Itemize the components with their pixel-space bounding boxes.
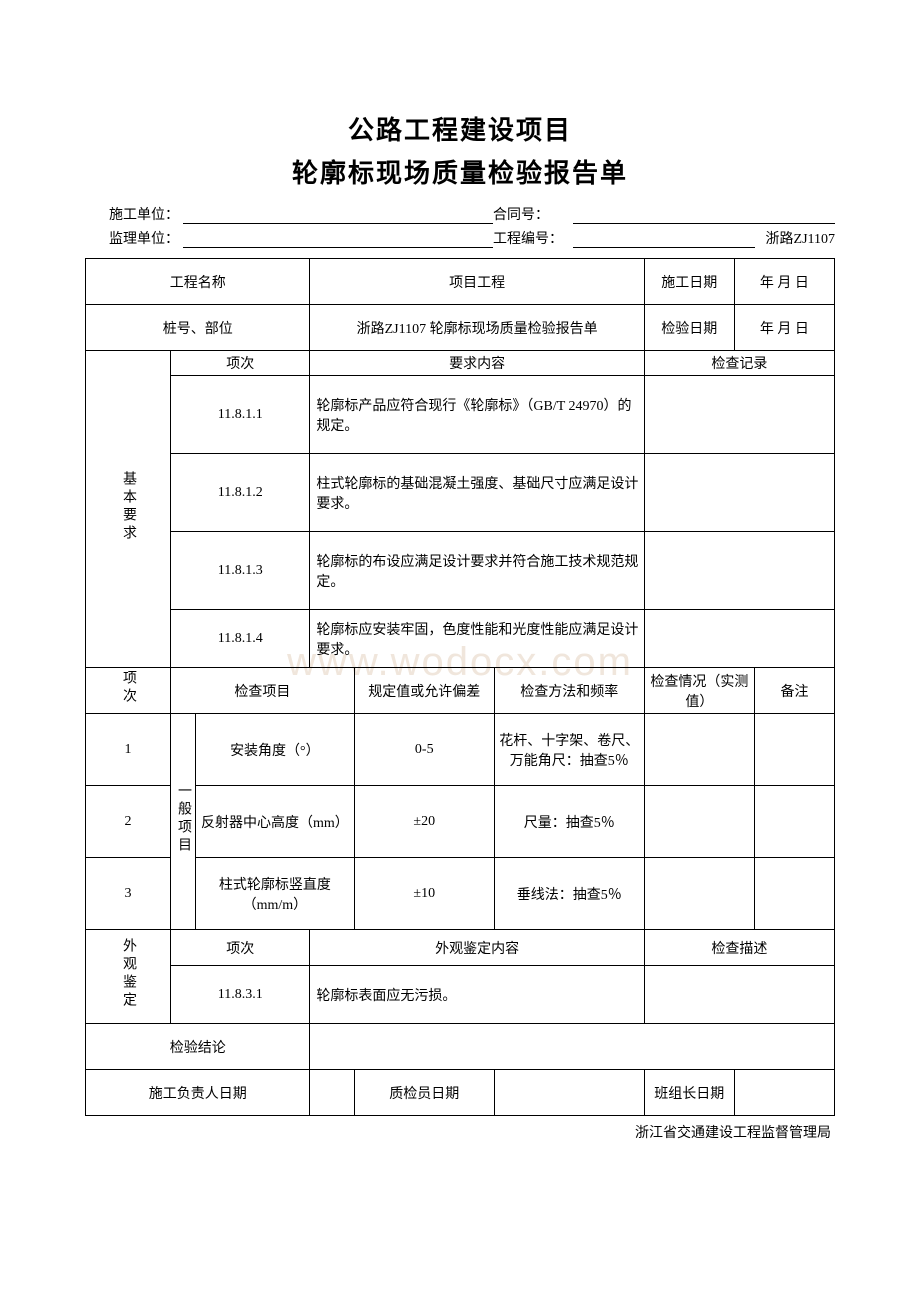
sig1-value [310,1070,354,1116]
ci-remark-0 [755,714,835,786]
br-num-1: 11.8.1.2 [171,454,310,532]
check-h-method: 检查方法和频率 [494,668,644,714]
check-h-remark: 备注 [755,668,835,714]
br-record-1 [644,454,834,532]
ci-num-2: 3 [86,858,171,930]
basic-req-side: 基本要求 [86,351,171,668]
br-record-0 [644,376,834,454]
inspection-date-value: 年 月 日 [734,305,834,351]
ci-result-1 [644,786,754,858]
app-num-0: 11.8.3.1 [171,966,310,1024]
construction-unit-field [183,204,493,224]
main-table: 工程名称 项目工程 施工日期 年 月 日 桩号、部位 浙路ZJ1107 轮廓标现… [85,258,835,1116]
construction-unit-label: 施工单位： [85,204,183,224]
ci-method-0: 花杆、十字架、卷尺、万能角尺：抽查5％ [494,714,644,786]
basic-req-col1: 项次 [171,351,310,376]
project-name-value: 项目工程 [310,259,644,305]
supervision-unit-field [183,228,493,248]
ci-method-1: 尺量：抽查5％ [494,786,644,858]
br-content-2: 轮廓标的布设应满足设计要求并符合施工技术规范规定。 [310,532,644,610]
check-h-item: 检查项目 [171,668,355,714]
basic-req-col3: 检查记录 [644,351,834,376]
appearance-side: 外观鉴定 [86,930,171,1024]
app-col1: 项次 [171,930,310,966]
ci-remark-1 [755,786,835,858]
contract-no-label: 合同号： [493,204,573,224]
supervision-unit-label: 监理单位： [85,228,183,248]
ci-spec-1: ±20 [354,786,494,858]
app-col2: 外观鉴定内容 [310,930,644,966]
project-no-field [573,228,755,248]
header-row-1: 施工单位： 合同号： [85,204,835,224]
sig3-value [734,1070,834,1116]
br-record-2 [644,532,834,610]
check-h-spec: 规定值或允许偏差 [354,668,494,714]
general-item-side: 一般项目 [171,714,196,930]
stake-label: 桩号、部位 [86,305,310,351]
inspection-date-label: 检验日期 [644,305,734,351]
footer-org: 浙江省交通建设工程监督管理局 [85,1122,835,1142]
check-side-label: 项次 [86,668,171,714]
basic-req-col2: 要求内容 [310,351,644,376]
br-num-0: 11.8.1.1 [171,376,310,454]
project-no-label: 工程编号： [493,228,573,248]
br-content-0: 轮廓标产品应符合现行《轮廓标》（GB/T 24970）的规定。 [310,376,644,454]
ci-item-0: 安装角度（°） [196,714,355,786]
ci-item-2: 柱式轮廓标竖直度（mm/m） [196,858,355,930]
form-code: 浙路ZJ1107 [755,228,835,248]
app-content-0: 轮廓标表面应无污损。 [310,966,644,1024]
contract-no-field [573,204,835,224]
ci-spec-0: 0-5 [354,714,494,786]
title-line1: 公路工程建设项目 [85,110,835,147]
ci-remark-2 [755,858,835,930]
title-line2: 轮廓标现场质量检验报告单 [85,153,835,190]
app-col3: 检查描述 [644,930,834,966]
ci-result-0 [644,714,754,786]
br-num-3: 11.8.1.4 [171,610,310,668]
ci-num-0: 1 [86,714,171,786]
sig2-value [494,1070,644,1116]
sig1-label: 施工负责人日期 [86,1070,310,1116]
header-row-2: 监理单位： 工程编号： 浙路ZJ1107 [85,228,835,248]
project-name-label: 工程名称 [86,259,310,305]
construction-date-label: 施工日期 [644,259,734,305]
construction-date-value: 年 月 日 [734,259,834,305]
ci-method-2: 垂线法：抽查5％ [494,858,644,930]
sig2-label: 质检员日期 [354,1070,494,1116]
br-content-1: 柱式轮廓标的基础混凝土强度、基础尺寸应满足设计要求。 [310,454,644,532]
sig3-label: 班组长日期 [644,1070,734,1116]
conclusion-label: 检验结论 [86,1024,310,1070]
app-desc-0 [644,966,834,1024]
br-num-2: 11.8.1.3 [171,532,310,610]
ci-spec-2: ±10 [354,858,494,930]
ci-num-1: 2 [86,786,171,858]
br-content-3: 轮廓标应安装牢固，色度性能和光度性能应满足设计要求。 [310,610,644,668]
br-record-3 [644,610,834,668]
ci-result-2 [644,858,754,930]
stake-value: 浙路ZJ1107 轮廓标现场质量检验报告单 [310,305,644,351]
ci-item-1: 反射器中心高度（mm） [196,786,355,858]
conclusion-value [310,1024,835,1070]
check-h-result: 检查情况（实测值） [644,668,754,714]
